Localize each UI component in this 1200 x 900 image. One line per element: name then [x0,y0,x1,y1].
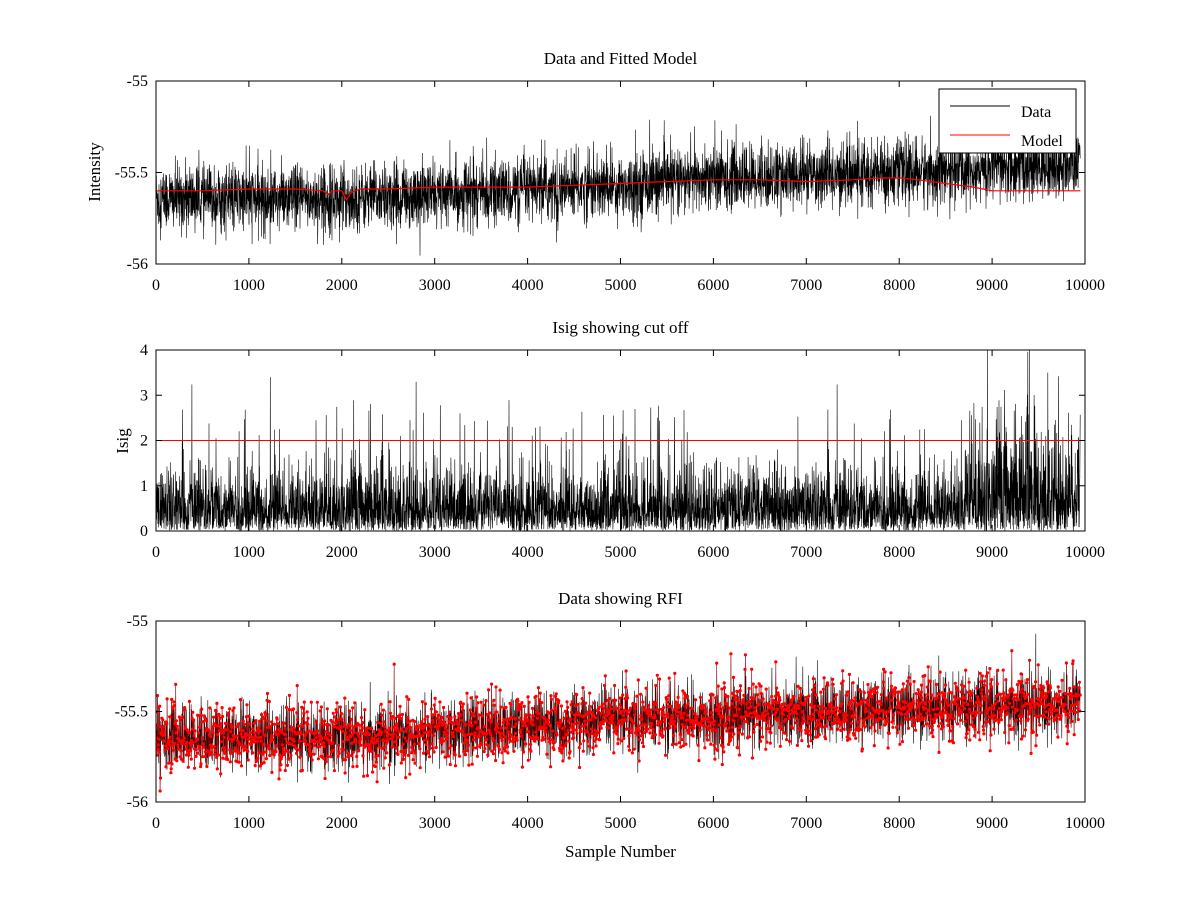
legend-label-model: Model [1021,133,1063,150]
x-tick-label: 5000 [605,544,637,561]
legend-box [938,88,1077,154]
x-tick-label: 5000 [605,815,637,832]
x-tick-label: 2000 [326,544,358,561]
x-tick-label: 7000 [790,277,822,294]
y-tick-label: 2 [140,433,148,450]
y-tick-label: 0 [140,523,148,540]
x-tick-label: 3000 [419,815,451,832]
series-group [156,633,1082,793]
x-tick-label: 6000 [697,277,729,294]
x-tick-label: 8000 [883,815,915,832]
y-tick-label: -56 [127,794,148,811]
x-tick-label: 6000 [697,815,729,832]
series-group [156,350,1085,531]
x-axis-label: Sample Number [565,842,676,861]
x-tick-label: 2000 [326,815,358,832]
panel-title: Isig showing cut off [552,318,688,337]
x-tick-label: 9000 [976,815,1008,832]
x-tick-label: 4000 [512,277,544,294]
x-tick-label: 10000 [1065,544,1105,561]
x-tick-label: 10000 [1065,277,1105,294]
x-tick-label: 2000 [326,277,358,294]
panel-rfi: Data showing RFI Sample Number 0 1000 2000… [115,589,1105,861]
x-tick-label: 5000 [605,277,637,294]
x-tick-label: 9000 [976,544,1008,561]
x-tick-label: 3000 [419,544,451,561]
x-tick-label: 4000 [512,544,544,561]
panel-isig: Isig showing cut off Isig 0 1000 2000 3000 4… [113,318,1105,561]
isig-series-line [156,350,1081,531]
x-tick-label: 1000 [233,277,265,294]
panel-title: Data and Fitted Model [544,49,698,68]
x-tick-label: 4000 [512,815,544,832]
panel-data-and-model: Data and Fitted Model Intensity 0 1000 200… [85,49,1105,294]
y-tick-label: -55.5 [115,704,148,721]
x-tick-label: 8000 [883,277,915,294]
y-tick-label: 1 [140,478,148,495]
x-tick-label: 9000 [976,277,1008,294]
y-tick-label: 3 [140,387,148,404]
y-axis-label: Intensity [85,142,104,202]
y-tick-label: -56 [127,256,148,273]
legend: Data Model [938,88,1077,154]
x-tick-label: 6000 [697,544,729,561]
rfi-series-line [156,650,1081,792]
x-tick-label: 0 [152,277,160,294]
y-tick-label: -55 [127,613,148,630]
model-series-line [156,177,1081,202]
plot-area [156,98,1081,256]
y-tick-label: -55.5 [115,165,148,182]
x-tick-label: 3000 [419,277,451,294]
x-tick-label: 1000 [233,815,265,832]
axes: 0 1000 2000 3000 4000 5000 6000 7000 8000 9000 100… [140,342,1105,561]
y-tick-label: 4 [140,342,148,359]
x-tick-label: 7000 [790,815,822,832]
x-tick-label: 0 [152,544,160,561]
x-tick-label: 8000 [883,544,915,561]
y-axis-label: Isig [113,428,132,454]
axes: 0 1000 2000 3000 4000 5000 6000 7000 8000 9000 100… [115,613,1105,832]
axes: 0 1000 2000 3000 4000 5000 6000 7000 8000 9000 100… [115,73,1105,294]
x-tick-label: 10000 [1065,815,1105,832]
legend-label-data: Data [1021,104,1051,121]
plot-area [156,633,1082,793]
x-tick-label: 0 [152,815,160,832]
plot-area [156,350,1085,531]
data-series-line [156,98,1081,256]
series-group [156,98,1081,256]
x-tick-label: 1000 [233,544,265,561]
y-tick-label: -55 [127,73,148,90]
x-tick-label: 7000 [790,544,822,561]
panel-title: Data showing RFI [558,589,683,608]
